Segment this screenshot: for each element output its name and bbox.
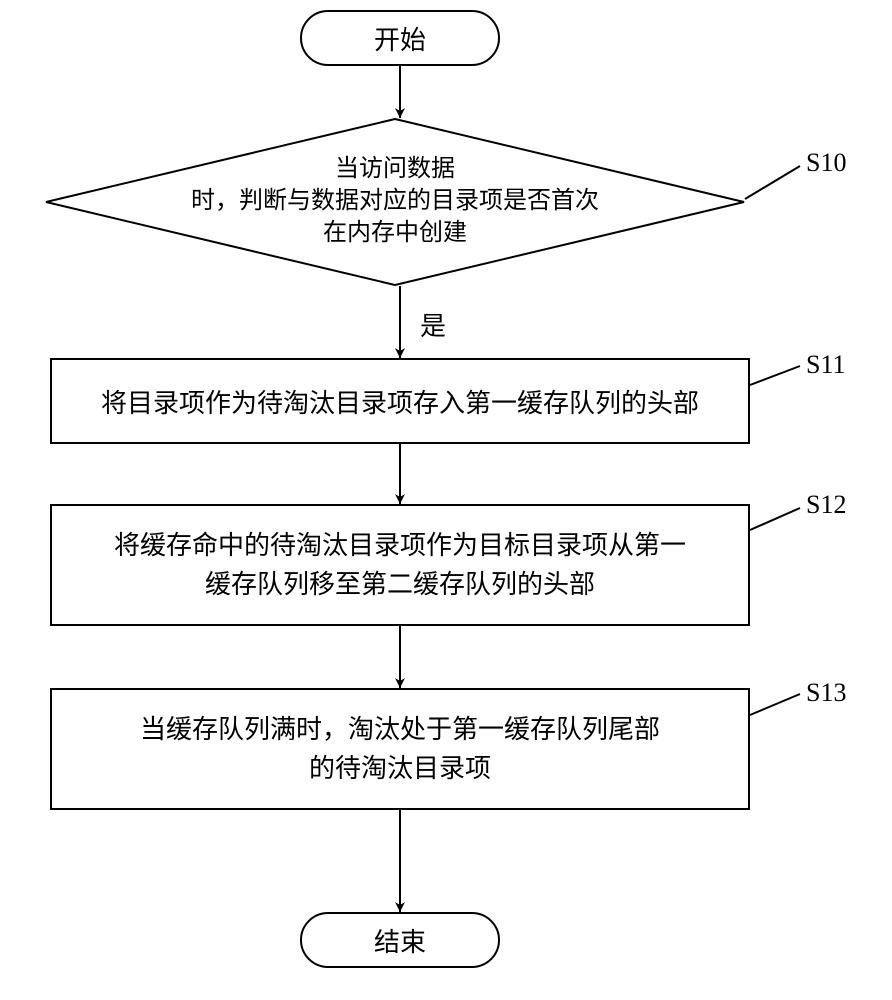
decision-line3: 在内存中创建 xyxy=(323,220,467,246)
decision-node: 当访问数据 时，判断与数据对应的目录项是否首次 在内存中创建 xyxy=(45,118,745,286)
process-s12-line2: 缓存队列移至第二缓存队列的头部 xyxy=(114,565,686,604)
process-s11-text: 将目录项作为待淘汰目录项存入第一缓存队列的头部 xyxy=(101,383,699,420)
step-label-s13: S13 xyxy=(806,678,846,708)
process-s13-line2: 的待淘汰目录项 xyxy=(140,749,660,788)
process-s11-node: 将目录项作为待淘汰目录项存入第一缓存队列的头部 xyxy=(50,358,750,444)
end-label: 结束 xyxy=(374,922,426,959)
leader-s12 xyxy=(750,508,800,530)
process-s13-node: 当缓存队列满时，淘汰处于第一缓存队列尾部 的待淘汰目录项 xyxy=(50,688,750,810)
leader-s11 xyxy=(750,366,800,385)
start-label: 开始 xyxy=(374,20,426,57)
end-node: 结束 xyxy=(300,912,500,968)
decision-line2: 时，判断与数据对应的目录项是否首次 xyxy=(191,188,599,214)
step-label-s12: S12 xyxy=(806,490,846,520)
step-label-s11: S11 xyxy=(806,350,846,380)
start-node: 开始 xyxy=(300,10,500,66)
edge-yes-label: 是 xyxy=(420,306,446,343)
decision-line1: 当访问数据 xyxy=(335,156,455,182)
leader-s13 xyxy=(750,694,800,715)
process-s12-line1: 将缓存命中的待淘汰目录项作为目标目录项从第一 xyxy=(114,526,686,565)
process-s12-node: 将缓存命中的待淘汰目录项作为目标目录项从第一 缓存队列移至第二缓存队列的头部 xyxy=(50,504,750,626)
step-label-s10: S10 xyxy=(806,148,846,178)
process-s13-line1: 当缓存队列满时，淘汰处于第一缓存队列尾部 xyxy=(140,710,660,749)
leader-s10 xyxy=(745,166,800,199)
